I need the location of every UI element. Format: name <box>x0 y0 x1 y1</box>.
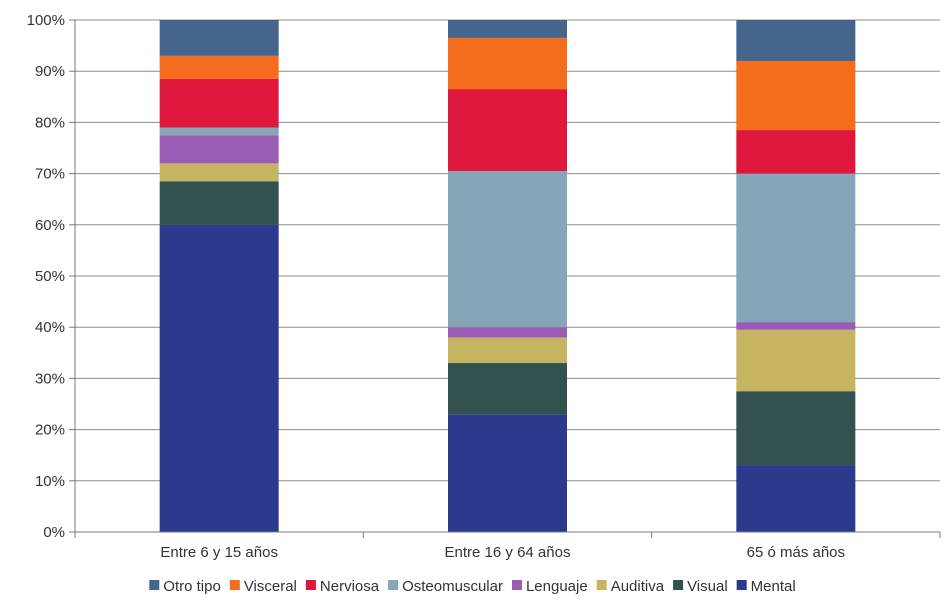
bar-segment-lenguaje <box>159 135 279 164</box>
y-tick-label: 10% <box>35 473 65 490</box>
legend-label: Visual <box>687 578 728 595</box>
bar-segment-lenguaje <box>448 327 567 338</box>
x-axis-category-labels: Entre 6 y 15 años Entre 16 y 64 años 65 ó … <box>160 544 845 561</box>
bar-segment-visceral <box>159 55 279 79</box>
axes <box>74 20 941 538</box>
bar-stack <box>159 20 279 533</box>
bar-segment-otro-tipo <box>159 20 279 56</box>
legend-label: Nerviosa <box>320 578 380 595</box>
legend-swatch <box>673 580 684 590</box>
bar-segment-visceral <box>736 60 856 131</box>
y-tick-label: 90% <box>35 63 65 80</box>
bar-stack <box>736 20 856 532</box>
legend-label: Otro tipo <box>163 578 221 595</box>
x-category-label: Entre 16 y 64 años <box>445 544 571 561</box>
legend-swatch <box>149 580 160 590</box>
legend-swatch <box>388 580 399 590</box>
legend-swatch <box>511 580 522 590</box>
bars <box>159 20 856 533</box>
bar-segment-nerviosa <box>736 130 856 174</box>
legend-swatch <box>736 580 747 590</box>
bar-segment-auditiva <box>736 329 856 392</box>
x-category-label: 65 ó más años <box>747 544 845 561</box>
y-tick-label: 40% <box>35 319 65 336</box>
bar-segment-mental <box>448 414 567 532</box>
legend-label: Lenguaje <box>526 578 588 595</box>
bar-segment-visual <box>736 391 856 466</box>
legend-label: Auditiva <box>611 578 665 595</box>
x-category-label: Entre 6 y 15 años <box>160 544 278 561</box>
bar-segment-osteomuscular <box>159 127 279 136</box>
bar-segment-lenguaje <box>736 322 856 330</box>
bar-segment-mental <box>159 224 279 533</box>
legend-swatch <box>305 580 316 590</box>
y-tick-label: 50% <box>35 268 65 285</box>
legend-label: Visceral <box>244 578 297 595</box>
legend-swatch <box>596 580 607 590</box>
y-tick-label: 70% <box>35 166 65 183</box>
legend-swatch <box>229 580 240 590</box>
y-tick-label: 30% <box>35 370 65 387</box>
bar-segment-otro-tipo <box>448 20 567 38</box>
y-tick-label: 0% <box>43 524 65 541</box>
y-tick-label: 100% <box>27 12 65 29</box>
bar-segment-otro-tipo <box>736 20 856 61</box>
bar-segment-osteomuscular <box>736 173 856 323</box>
legend-label: Mental <box>751 578 796 595</box>
y-tick-label: 80% <box>35 114 65 131</box>
bar-segment-osteomuscular <box>448 171 567 328</box>
y-axis-tick-labels: 0% 10% 20% 30% 40% 50% 60% 70% 80% 90% 100% <box>27 12 65 541</box>
bar-segment-visual <box>448 363 567 415</box>
y-tick-label: 20% <box>35 422 65 439</box>
bar-segment-nerviosa <box>159 78 279 128</box>
bar-segment-visceral <box>448 37 567 90</box>
bar-segment-mental <box>736 465 856 532</box>
bar-segment-nerviosa <box>448 89 567 172</box>
y-tick-label: 60% <box>35 217 65 234</box>
legend-label: Osteomuscular <box>402 578 503 595</box>
legend: Otro tipo Visceral Nerviosa Osteomuscular Le… <box>149 578 796 595</box>
bar-segment-auditiva <box>159 163 279 182</box>
bar-segment-visual <box>159 181 279 225</box>
bar-stack <box>448 20 567 532</box>
bar-segment-auditiva <box>448 337 567 364</box>
